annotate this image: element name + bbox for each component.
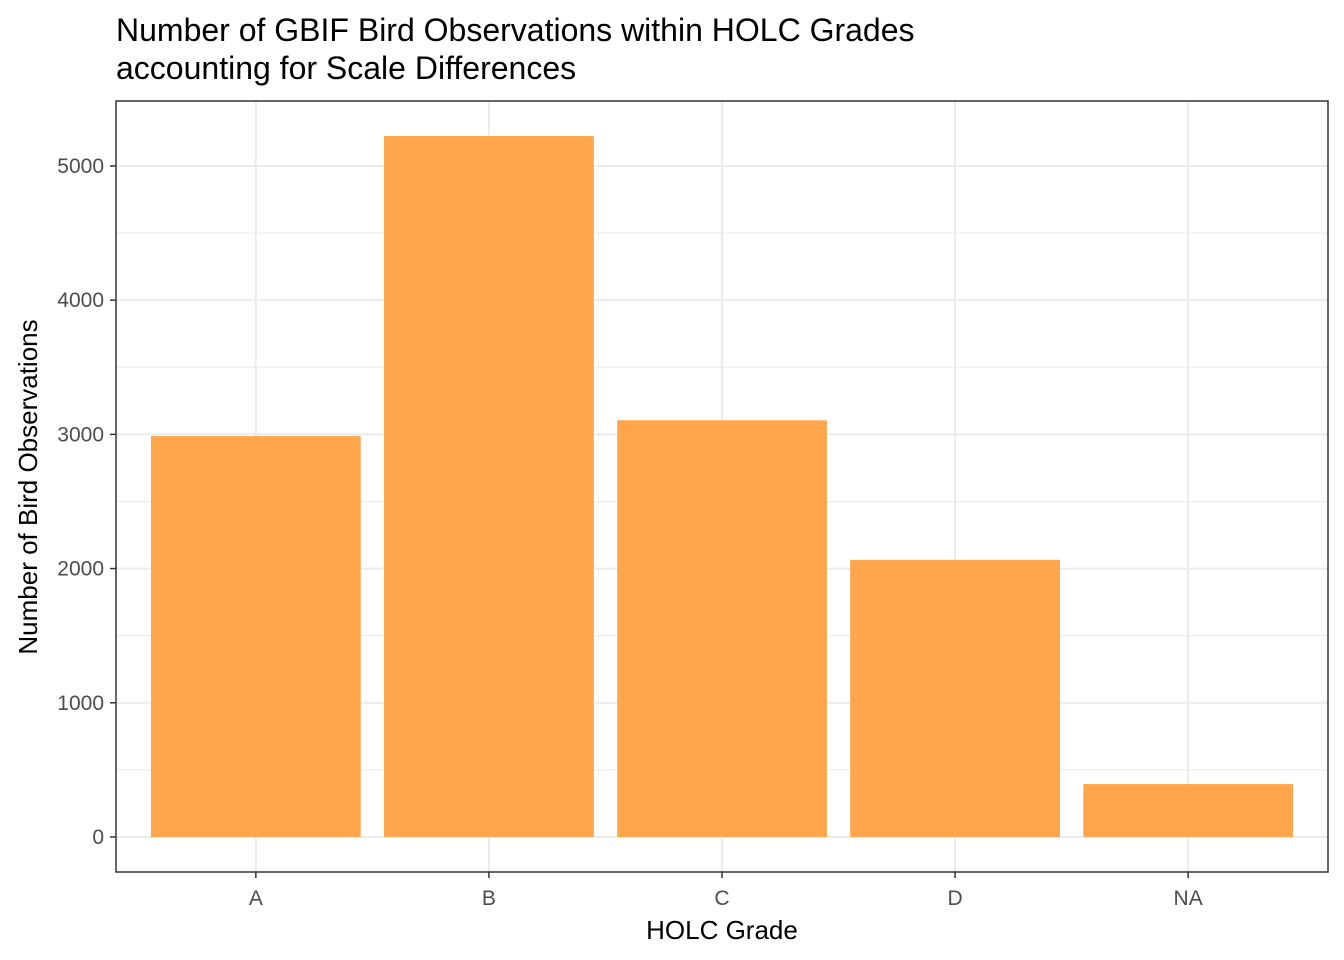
x-tick-label: D [947,887,962,910]
y-tick-label: 1000 [57,692,104,715]
y-tick-label: 0 [92,826,104,849]
x-tick-label: C [714,887,729,910]
bar-D [850,559,1060,837]
y-tick-label: 4000 [57,289,104,312]
chart-subtitle: accounting for Scale Differences [116,50,576,86]
x-axis: A B C D NA [249,872,1203,910]
y-axis: 0 1000 2000 3000 4000 5000 [57,155,116,849]
y-tick-label: 5000 [57,155,104,178]
bar-B [384,136,594,837]
bar-C [617,420,827,837]
x-tick-label: NA [1174,887,1203,910]
x-tick-label: B [482,887,496,910]
bar-A [150,436,361,837]
y-tick-label: 2000 [57,558,104,581]
bars [150,136,1294,837]
x-axis-label: HOLC Grade [646,915,798,945]
y-axis-label: Number of Bird Observations [13,319,43,654]
y-tick-label: 3000 [57,423,104,446]
chart-title: Number of GBIF Bird Observations within … [116,12,915,48]
x-tick-label: A [249,887,263,910]
bar-NA [1083,784,1294,837]
